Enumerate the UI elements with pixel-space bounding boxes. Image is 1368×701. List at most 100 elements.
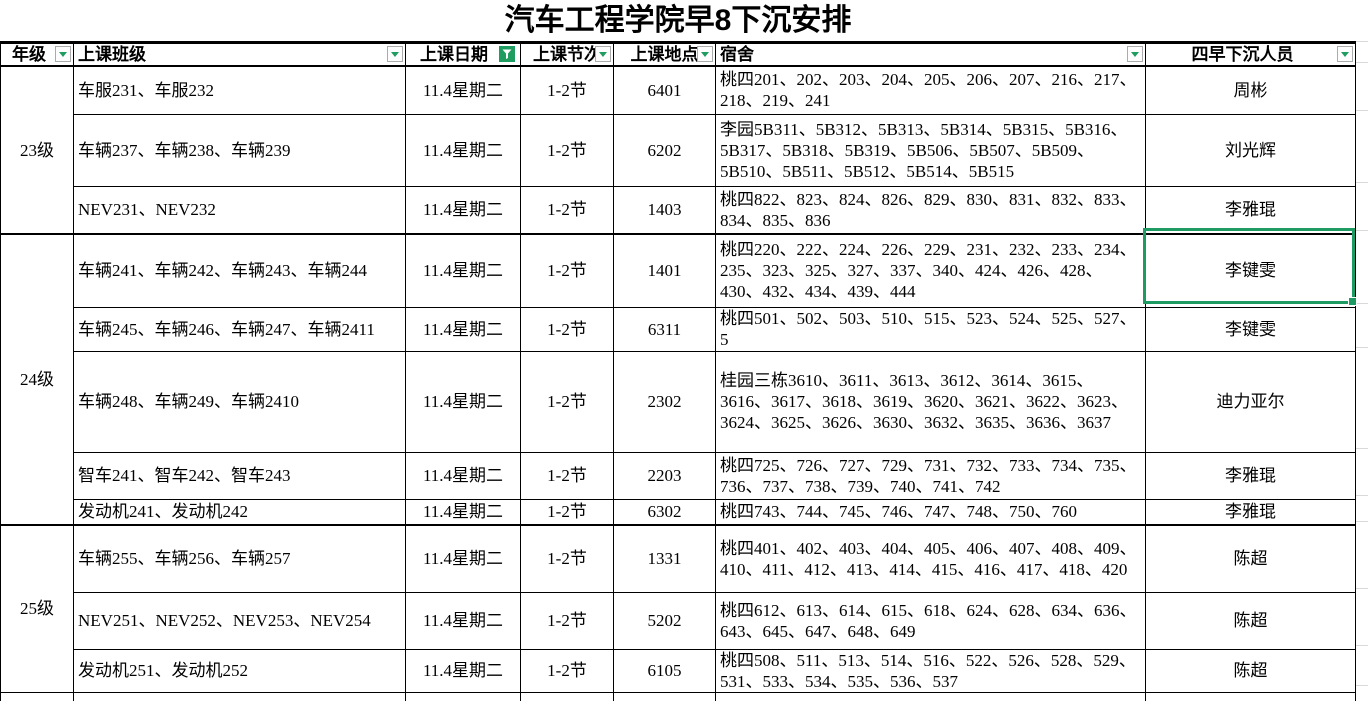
cell-person[interactable]: 李雅琨 xyxy=(1145,185,1356,235)
active-filter-funnel-icon[interactable] xyxy=(499,46,515,62)
cell-date[interactable]: 11.4星期二 xyxy=(405,113,521,187)
cell-location[interactable]: 6311 xyxy=(613,306,716,352)
cell-location[interactable]: 6401 xyxy=(613,65,716,115)
cell-period[interactable]: 1-2节 xyxy=(520,233,614,308)
cell-classes[interactable]: 车辆237、车辆238、车辆239 xyxy=(73,113,406,187)
cell-period[interactable]: 1-2节 xyxy=(520,591,614,650)
cell-date[interactable]: 11.4星期二 xyxy=(405,306,521,352)
cell-dorm[interactable]: 桃四508、511、513、514、516、522、526、528、529、53… xyxy=(715,648,1146,693)
cell-period[interactable]: 1-2节 xyxy=(520,185,614,235)
cell-date[interactable]: 11.4星期二 xyxy=(405,524,521,593)
cell-dorm[interactable]: 桃四401、402、403、404、405、406、407、408、409、41… xyxy=(715,524,1146,593)
filter-dropdown-icon[interactable] xyxy=(697,46,713,62)
column-header-label: 四早下沉人员 xyxy=(1191,45,1294,64)
gridline xyxy=(1356,41,1368,42)
column-header-person[interactable]: 四早下沉人员 xyxy=(1145,41,1356,67)
cell-location[interactable]: 2203 xyxy=(613,451,716,500)
gridline xyxy=(1356,685,1368,686)
cell-classes[interactable]: 车辆241、车辆242、车辆243、车辆244 xyxy=(73,233,406,308)
cell-classes[interactable]: NEV251、NEV252、NEV253、NEV254 xyxy=(73,591,406,650)
cell-location[interactable]: 1401 xyxy=(613,233,716,308)
cell-date[interactable]: 11.4星期二 xyxy=(405,233,521,308)
filter-dropdown-icon[interactable] xyxy=(595,46,611,62)
cell-person[interactable]: 陈超 xyxy=(1145,648,1356,693)
cell-classes[interactable]: 发动机251、发动机252 xyxy=(73,648,406,693)
cell-dorm[interactable]: 桃四743、744、745、746、747、748、750、760 xyxy=(715,498,1146,526)
cell-location[interactable]: 2302 xyxy=(613,350,716,453)
cell-location[interactable]: 1331 xyxy=(613,524,716,593)
cell-person[interactable]: 迪力亚尔 xyxy=(1145,350,1356,453)
gridline xyxy=(1356,303,1368,304)
cell-classes[interactable]: 车辆248、车辆249、车辆2410 xyxy=(73,350,406,453)
cell-period[interactable]: 1-2节 xyxy=(520,524,614,593)
cell-empty[interactable] xyxy=(613,691,716,701)
cell-location[interactable]: 6105 xyxy=(613,648,716,693)
cell-dorm[interactable]: 桃四612、613、614、615、618、624、628、634、636、64… xyxy=(715,591,1146,650)
cell-grade[interactable]: 25级 xyxy=(0,524,74,693)
gridline xyxy=(1356,521,1368,522)
cell-classes[interactable]: NEV231、NEV232 xyxy=(73,185,406,235)
cell-person[interactable]: 李键雯 xyxy=(1145,233,1356,308)
page-title[interactable]: 汽车工程学院早8下沉安排 xyxy=(504,4,852,37)
cell-dorm[interactable]: 桃四201、202、203、204、205、206、207、216、217、21… xyxy=(715,65,1146,115)
cell-date[interactable]: 11.4星期二 xyxy=(405,591,521,650)
column-header-date[interactable]: 上课日期 xyxy=(405,41,521,67)
cell-dorm[interactable]: 李园5B311、5B312、5B313、5B314、5B315、5B316、5B… xyxy=(715,113,1146,187)
cell-location[interactable]: 6202 xyxy=(613,113,716,187)
cell-person[interactable]: 陈超 xyxy=(1145,591,1356,650)
column-header-grade[interactable]: 年级 xyxy=(0,41,74,67)
cell-date[interactable]: 11.4星期二 xyxy=(405,498,521,526)
cell-person[interactable]: 李键雯 xyxy=(1145,306,1356,352)
cell-date[interactable]: 11.4星期二 xyxy=(405,648,521,693)
filter-dropdown-icon[interactable] xyxy=(387,46,403,62)
cell-period[interactable]: 1-2节 xyxy=(520,648,614,693)
cell-period[interactable]: 1-2节 xyxy=(520,451,614,500)
filter-dropdown-icon[interactable] xyxy=(1127,46,1143,62)
filter-dropdown-icon[interactable] xyxy=(1337,46,1353,62)
cell-period[interactable]: 1-2节 xyxy=(520,306,614,352)
cell-period[interactable]: 1-2节 xyxy=(520,65,614,115)
cell-person[interactable]: 李雅琨 xyxy=(1145,451,1356,500)
cell-location[interactable]: 5202 xyxy=(613,591,716,650)
cell-dorm[interactable]: 桃四501、502、503、510、515、523、524、525、527、5 xyxy=(715,306,1146,352)
column-header-classes[interactable]: 上课班级 xyxy=(73,41,406,67)
cell-empty[interactable] xyxy=(73,691,406,701)
cell-location[interactable]: 6302 xyxy=(613,498,716,526)
cell-empty[interactable] xyxy=(520,691,614,701)
cell-location[interactable]: 1403 xyxy=(613,185,716,235)
column-header-label: 上课日期 xyxy=(420,45,488,64)
cell-period[interactable]: 1-2节 xyxy=(520,113,614,187)
column-header-dorm[interactable]: 宿舍 xyxy=(715,41,1146,67)
cell-dorm[interactable]: 桃四822、823、824、826、829、830、831、832、833、83… xyxy=(715,185,1146,235)
cell-period[interactable]: 1-2节 xyxy=(520,350,614,453)
cell-empty[interactable] xyxy=(715,691,1146,701)
cell-person[interactable]: 周彬 xyxy=(1145,65,1356,115)
cell-date[interactable]: 11.4星期二 xyxy=(405,65,521,115)
table-row: 25级 车辆255、车辆256、车辆257 11.4星期二 1-2节 1331 桃四401… xyxy=(0,524,1356,693)
cell-person[interactable]: 陈超 xyxy=(1145,524,1356,593)
cell-date[interactable]: 11.4星期二 xyxy=(405,350,521,453)
cell-dorm[interactable]: 桃四725、726、727、729、731、732、733、734、735、73… xyxy=(715,451,1146,500)
cell-dorm[interactable]: 桂园三栋3610、3611、3613、3612、3614、3615、3616、3… xyxy=(715,350,1146,453)
cell-classes[interactable]: 车辆255、车辆256、车辆257 xyxy=(73,524,406,593)
filter-dropdown-icon[interactable] xyxy=(55,46,71,62)
column-header-period[interactable]: 上课节次 xyxy=(520,41,614,67)
column-header-label: 上课节次 xyxy=(533,45,601,64)
cell-date[interactable]: 11.4星期二 xyxy=(405,451,521,500)
cell-empty[interactable] xyxy=(1145,691,1356,701)
cell-date[interactable]: 11.4星期二 xyxy=(405,185,521,235)
cell-empty[interactable] xyxy=(0,691,74,701)
cell-period[interactable]: 1-2节 xyxy=(520,498,614,526)
column-header-location[interactable]: 上课地点 xyxy=(613,41,716,67)
cell-classes[interactable]: 车服231、车服232 xyxy=(73,65,406,115)
cell-empty[interactable] xyxy=(405,691,521,701)
cell-person[interactable]: 刘光辉 xyxy=(1145,113,1356,187)
cell-person[interactable]: 李雅琨 xyxy=(1145,498,1356,526)
cell-classes[interactable]: 发动机241、发动机242 xyxy=(73,498,406,526)
table-row: NEV231、NEV232 11.4星期二 1-2节 1403 桃四822、823、82… xyxy=(1,185,1356,235)
cell-dorm[interactable]: 桃四220、222、224、226、229、231、232、233、234、23… xyxy=(715,233,1146,308)
cell-classes[interactable]: 智车241、智车242、智车243 xyxy=(73,451,406,500)
cell-grade[interactable]: 23级 xyxy=(0,65,74,235)
cell-grade[interactable]: 24级 xyxy=(0,233,74,526)
cell-classes[interactable]: 车辆245、车辆246、车辆247、车辆2411 xyxy=(73,306,406,352)
